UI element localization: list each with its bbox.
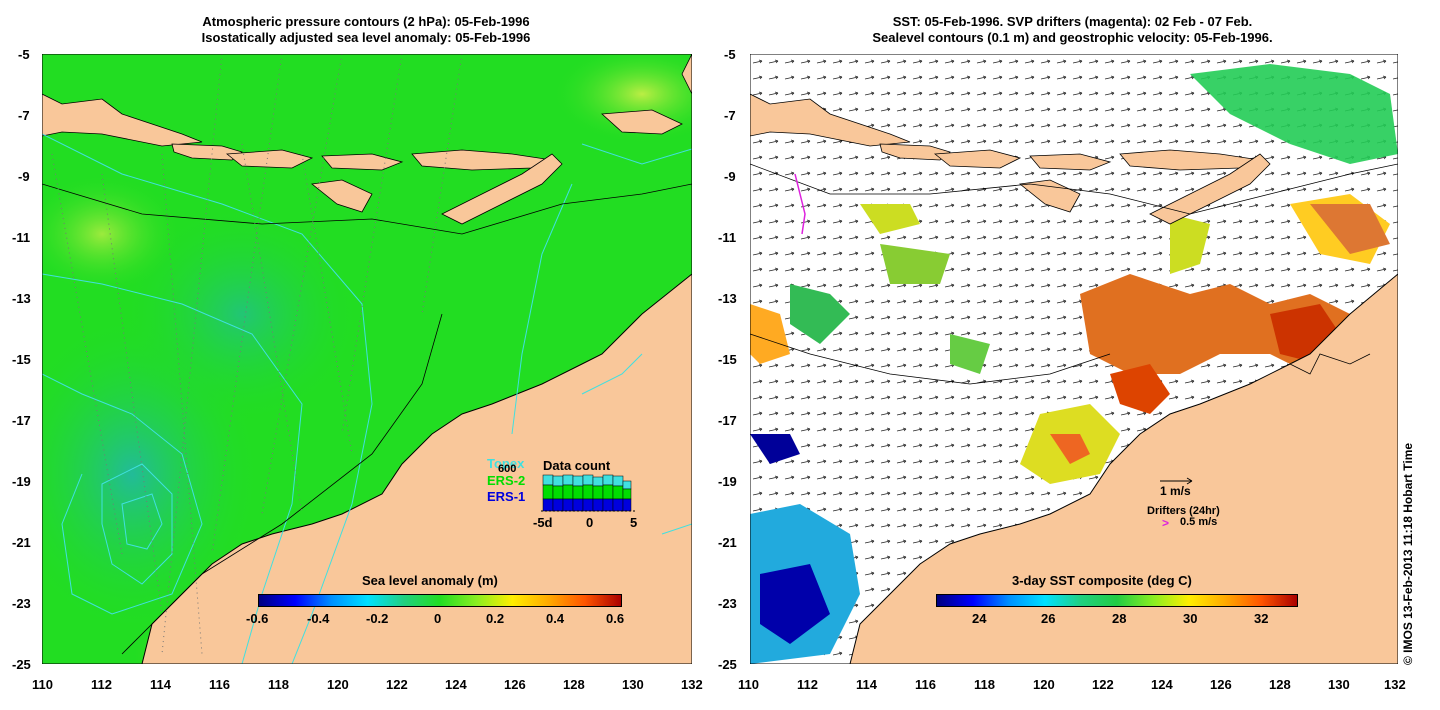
right-title: SST: 05-Feb-1996. SVP drifters (magenta)… <box>745 14 1400 46</box>
lat-tick: -19 <box>718 474 737 489</box>
lon-tick: 110 <box>32 677 53 692</box>
copyright-text: © IMOS 13-Feb-2013 11:18 Hobart Time <box>1401 442 1415 665</box>
right-title-line1: SST: 05-Feb-1996. SVP drifters (magenta)… <box>892 14 1253 29</box>
legend-ers2: ERS-2 <box>487 473 526 488</box>
lon-tick: 128 <box>1269 677 1291 692</box>
lat-tick: -21 <box>12 535 31 550</box>
lon-tick: 130 <box>1328 677 1350 692</box>
lat-tick: -5 <box>18 47 30 62</box>
lon-tick: 124 <box>445 677 467 692</box>
lon-tick: 122 <box>386 677 408 692</box>
left-title: Atmospheric pressure contours (2 hPa): 0… <box>40 14 692 46</box>
velocity-scale-label: 1 m/s <box>1160 484 1191 498</box>
lon-tick: 114 <box>856 677 877 692</box>
sst-tick: 28 <box>1112 611 1127 626</box>
sla-tick: -0.2 <box>366 611 389 626</box>
sla-tick: 0.6 <box>606 611 625 626</box>
sla-tick: -0.6 <box>246 611 269 626</box>
sla-colorbar <box>258 594 622 607</box>
lat-tick: -17 <box>12 413 31 428</box>
sla-tick: 0.4 <box>546 611 565 626</box>
lon-tick: 110 <box>738 677 759 692</box>
lat-tick: -9 <box>18 169 30 184</box>
sst-tick: 26 <box>1041 611 1056 626</box>
sla-tick: -0.4 <box>307 611 330 626</box>
lon-tick: 116 <box>209 677 230 692</box>
lat-tick: -25 <box>12 657 31 672</box>
sst-colorbar-label: 3-day SST composite (deg C) <box>1012 573 1192 588</box>
lon-tick: 132 <box>1384 677 1406 692</box>
pressure-contours <box>42 133 692 664</box>
velocity-scale-arrow <box>1160 477 1193 485</box>
data-count-bars <box>541 474 635 512</box>
data-count-max: 600 <box>498 463 517 475</box>
sst-tick: 32 <box>1254 611 1269 626</box>
lon-tick: 114 <box>150 677 171 692</box>
sla-colorbar-label: Sea level anomaly (m) <box>362 573 498 588</box>
lon-tick: 118 <box>974 677 995 692</box>
left-title-line1: Atmospheric pressure contours (2 hPa): 0… <box>202 14 530 29</box>
lat-tick: -23 <box>718 596 737 611</box>
sla-tick: 0.2 <box>486 611 505 626</box>
lat-tick: -15 <box>12 352 31 367</box>
lon-tick: 130 <box>622 677 644 692</box>
sst-australia-landmass <box>849 273 1398 664</box>
lon-tick: 132 <box>681 677 703 692</box>
lat-tick: -9 <box>724 169 736 184</box>
sst-tick: 24 <box>972 611 987 626</box>
lat-tick: -17 <box>718 413 737 428</box>
drifter-track <box>794 173 806 235</box>
lon-tick: 126 <box>504 677 526 692</box>
right-title-line2: Sealevel contours (0.1 m) and geostrophi… <box>872 30 1273 45</box>
sst-islands <box>750 93 1271 225</box>
lat-tick: -13 <box>12 291 31 306</box>
lon-tick: 118 <box>268 677 289 692</box>
data-count-xtick: 5 <box>630 515 638 530</box>
lon-tick: 112 <box>91 677 112 692</box>
indonesian-islands <box>42 54 692 225</box>
lat-tick: -21 <box>718 535 737 550</box>
lon-tick: 122 <box>1092 677 1114 692</box>
sst-patches <box>750 64 1398 664</box>
lat-tick: -7 <box>724 108 736 123</box>
lon-tick: 112 <box>797 677 818 692</box>
lon-tick: 126 <box>1210 677 1232 692</box>
drifters-label: Drifters (24hr) <box>1147 505 1220 517</box>
lon-tick: 116 <box>915 677 936 692</box>
lat-tick: -11 <box>718 230 737 245</box>
sea-level-anomaly-map <box>42 54 692 664</box>
drifter-scale-label: 0.5 m/s <box>1180 516 1218 528</box>
lat-tick: -11 <box>12 230 31 245</box>
lat-tick: -7 <box>18 108 30 123</box>
lon-tick: 128 <box>563 677 585 692</box>
lat-tick: -23 <box>12 596 31 611</box>
lat-tick: -5 <box>724 47 736 62</box>
sla-tick: 0 <box>434 611 442 626</box>
lat-tick: -15 <box>718 352 737 367</box>
legend-topex: Topex <box>487 456 525 471</box>
legend-ers1: ERS-1 <box>487 489 526 504</box>
lat-tick: -25 <box>718 657 737 672</box>
sst-map <box>750 54 1398 664</box>
left-title-line2: Isostatically adjusted sea level anomaly… <box>201 30 531 45</box>
lat-tick: -13 <box>718 291 737 306</box>
data-count-title: Data count <box>543 458 611 473</box>
lat-tick: -19 <box>12 474 31 489</box>
data-count-xtick: 0 <box>586 515 594 530</box>
lon-tick: 124 <box>1151 677 1173 692</box>
sst-tick: 30 <box>1183 611 1198 626</box>
lon-tick: 120 <box>1033 677 1055 692</box>
lon-tick: 120 <box>327 677 349 692</box>
data-count-xtick: -5d <box>533 515 553 530</box>
drifter-arrow-icon: > <box>1162 516 1170 530</box>
sst-colorbar <box>936 594 1298 607</box>
